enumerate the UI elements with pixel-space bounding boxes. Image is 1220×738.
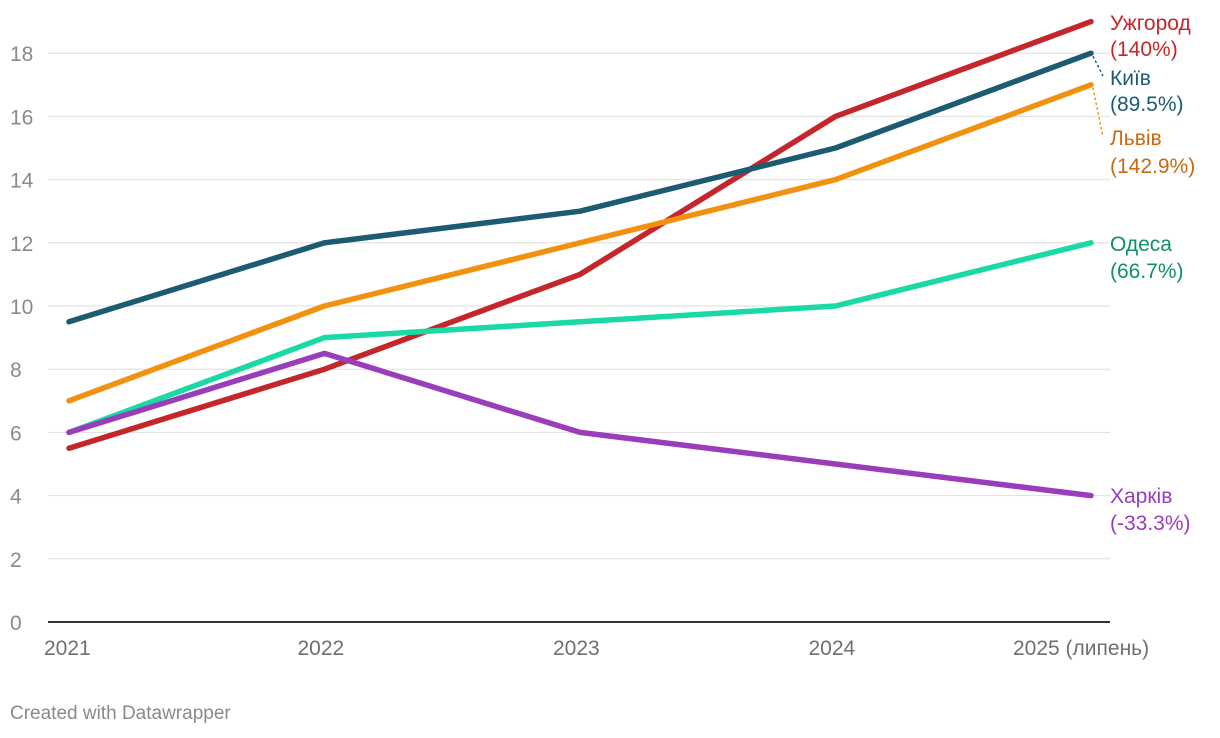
x-tick-label: 2021 bbox=[44, 637, 91, 660]
series-label-change: (89.5%) bbox=[1110, 93, 1184, 116]
line-chart: 0 2 4 6 8 10 12 14 16 18 2021 2022 2023 2024 2025 (ли… bbox=[10, 12, 1195, 660]
series-line-2 bbox=[66, 82, 1094, 404]
x-tick-label: 2022 bbox=[298, 637, 345, 660]
series-label-change: (66.7%) bbox=[1110, 260, 1184, 283]
datawrapper-credit[interactable]: Created with Datawrapper bbox=[10, 703, 231, 724]
series-label-name: Одеса bbox=[1110, 233, 1172, 256]
y-tick-label: 8 bbox=[10, 359, 22, 382]
y-tick-label: 4 bbox=[10, 486, 22, 509]
y-tick-label: 14 bbox=[10, 170, 34, 193]
y-tick-label: 10 bbox=[10, 296, 33, 319]
series-label-name: Ужгород bbox=[1110, 12, 1191, 35]
series-line-4 bbox=[66, 350, 1094, 499]
series-label-change: (142.9%) bbox=[1110, 155, 1195, 178]
series-label-name: Харків bbox=[1110, 485, 1172, 508]
x-tick-label: 2024 bbox=[809, 637, 856, 660]
x-tick-label: 2025 (липень) bbox=[1013, 637, 1149, 660]
series-line-3 bbox=[66, 240, 1094, 436]
leader-line-lviv bbox=[1092, 87, 1104, 138]
leader-line-kyiv bbox=[1092, 55, 1104, 77]
y-tick-label: 12 bbox=[10, 233, 33, 256]
series-label-name: Київ bbox=[1110, 67, 1151, 90]
y-tick-label: 6 bbox=[10, 422, 22, 445]
series-label-name: Львів bbox=[1110, 127, 1162, 150]
y-axis: 0 2 4 6 8 10 12 14 16 18 bbox=[10, 43, 34, 635]
series-line-1 bbox=[66, 50, 1094, 325]
series-label-change: (-33.3%) bbox=[1110, 512, 1191, 535]
y-tick-label: 16 bbox=[10, 106, 33, 129]
x-tick-label: 2023 bbox=[553, 637, 600, 660]
y-tick-label: 2 bbox=[10, 549, 22, 572]
series-line-0 bbox=[66, 18, 1094, 451]
series-lines bbox=[66, 18, 1094, 499]
y-tick-label: 18 bbox=[10, 43, 33, 66]
y-tick-label: 0 bbox=[10, 612, 22, 635]
series-label-change: (140%) bbox=[1110, 38, 1178, 61]
series-labels: Ужгород (140%) Київ (89.5%) Львів (142.9%) Оде… bbox=[1092, 12, 1195, 535]
x-axis: 2021 2022 2023 2024 2025 (липень) bbox=[44, 637, 1149, 660]
